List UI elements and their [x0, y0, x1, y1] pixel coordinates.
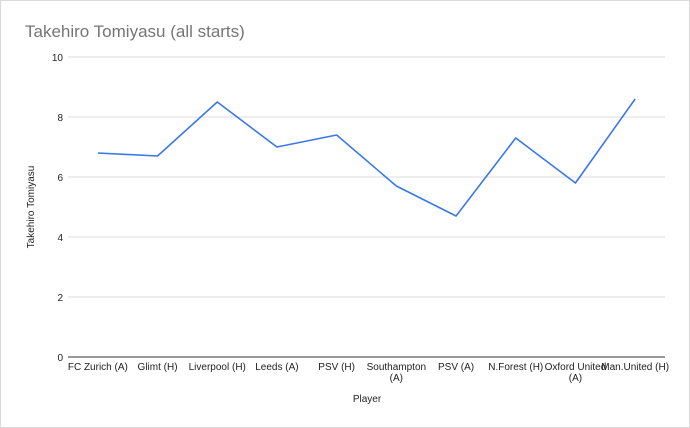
x-tick-label: FC Zurich (A) — [67, 362, 128, 373]
y-axis-label: Takehiro Tomiyasu — [26, 166, 37, 249]
y-tick-label: 10 — [52, 53, 64, 64]
y-tick-label: 6 — [57, 173, 63, 184]
x-tick-label: Glimt (H) — [137, 362, 178, 373]
x-tick-label: PSV (H) — [318, 362, 355, 373]
x-tick-label: Leeds (A) — [255, 362, 299, 373]
y-tick-label: 4 — [57, 233, 63, 244]
x-tick-label: Oxford United (A) — [544, 362, 607, 384]
x-tick-label: Man.United (H) — [601, 362, 670, 373]
chart-title: Takehiro Tomiyasu (all starts) — [25, 22, 245, 41]
x-tick-label: Liverpool (H) — [188, 362, 246, 373]
y-tick-label: 8 — [57, 113, 63, 124]
y-tick-label: 0 — [57, 353, 63, 364]
x-axis-label: Player — [353, 394, 382, 405]
x-tick-label: Southampton (A) — [366, 362, 427, 384]
x-tick-label: PSV (A) — [437, 362, 475, 373]
line-series — [97, 98, 636, 217]
y-tick-label: 2 — [57, 293, 63, 304]
x-tick-label: N.Forest (H) — [488, 362, 544, 373]
